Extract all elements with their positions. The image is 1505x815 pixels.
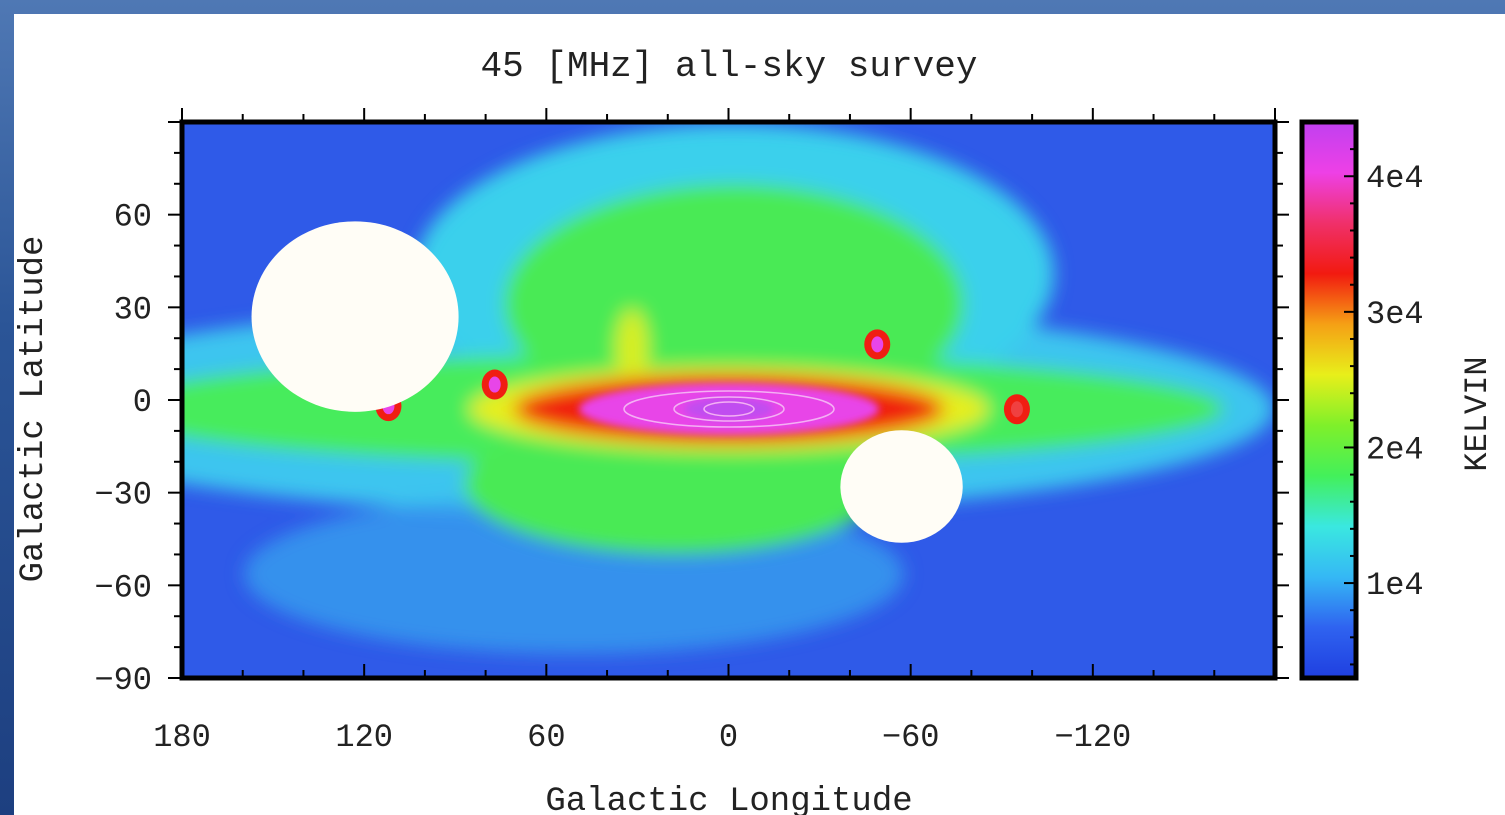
y-tick-label: 60 [114,199,152,236]
colorbar [1299,119,1359,681]
sky-survey-chart: 45 [MHz] all-sky survey [15,46,1496,815]
spur-yellow [616,309,648,389]
colorbar-tick-label: 3e4 [1366,296,1424,333]
point-source-core-3 [1010,401,1023,418]
point-source-core-2 [871,336,884,353]
contour-outer [623,390,835,428]
y-tick-label: −90 [94,662,152,699]
center-core [684,397,774,421]
y-tick-label: −30 [94,477,152,514]
x-tick-label: 180 [153,719,211,756]
y-tick-label: −60 [94,569,152,606]
chart-panel: 45 [MHz] all-sky survey [14,14,1505,815]
x-tick-label: 0 [719,719,738,756]
x-tick-label: −120 [1054,719,1131,756]
point-source-core-1 [488,376,501,393]
x-axis-ticks: 180 120 60 0 −60 −120 [153,108,1276,756]
y-tick-label: 0 [133,384,152,421]
y-tick-label: 30 [114,291,152,328]
x-tick-label: 120 [335,719,393,756]
x-tick-label: 60 [527,719,565,756]
colorbar-tick-label: 4e4 [1366,160,1424,197]
colorbar-tick-label: 1e4 [1366,567,1424,604]
colorbar-ticks: 1e4 2e4 3e4 4e4 [1344,121,1424,666]
blanked-regions [251,221,963,543]
blanked-region-1 [840,430,963,543]
colorbar-label: KELVIN [1459,356,1496,471]
x-axis-label: Galactic Longitude [545,783,912,815]
contour-mid [673,396,785,422]
x-tick-label: −60 [882,719,940,756]
y-axis-label: Galactic Latitude [15,236,53,583]
chart-title: 45 [MHz] all-sky survey [481,46,978,87]
blanked-region-0 [251,221,459,412]
contour-inner [703,401,755,417]
colorbar-tick-label: 2e4 [1366,431,1424,468]
heatmap-image [182,122,1275,678]
y-axis-ticks: 60 30 0 −30 −60 −90 [94,121,1289,699]
